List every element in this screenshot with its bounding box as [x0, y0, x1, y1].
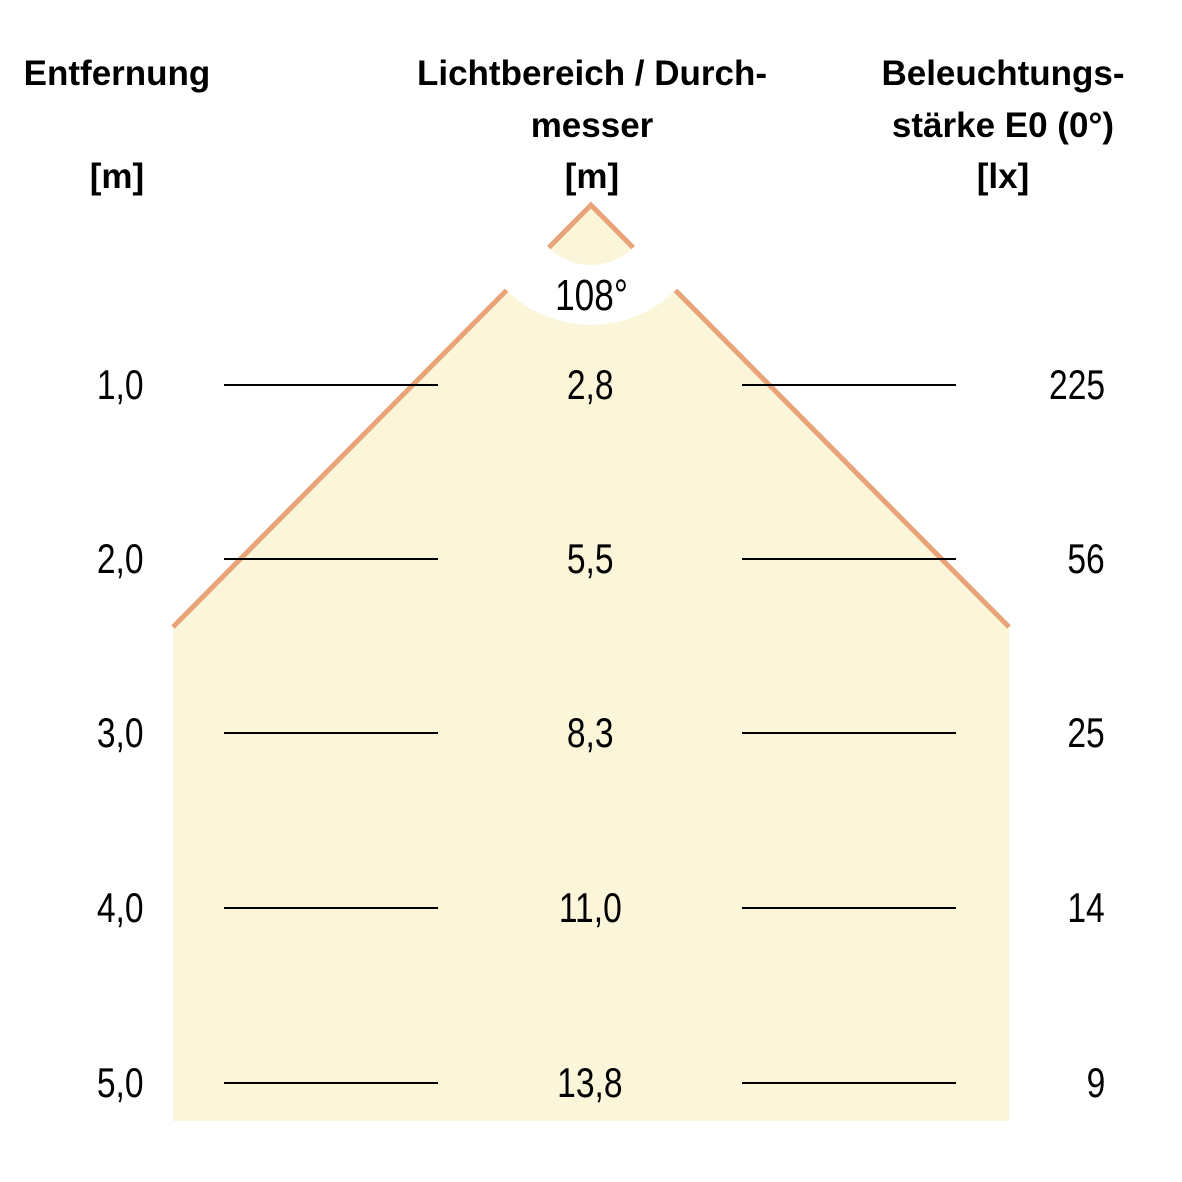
- beam-edge-left: [171, 288, 509, 629]
- beam-angle-value: 108°: [555, 271, 629, 320]
- table-row-5-illuminance: 9: [1086, 1059, 1105, 1106]
- table-row-3-diameter: 8,3: [566, 709, 614, 756]
- col-header-distance: Entfernung: [23, 54, 211, 93]
- col-header-illuminance-line1: Beleuchtungs-: [881, 54, 1125, 93]
- col-unit-illuminance: [lx]: [976, 157, 1030, 196]
- col-unit-diameter: [m]: [564, 157, 620, 196]
- table-row-1-illuminance: 225: [1048, 361, 1105, 408]
- table-row-1-diameter: 2,8: [566, 361, 614, 408]
- table-row-4-distance: 4,0: [96, 884, 144, 931]
- beam-edge-apex: [547, 201, 635, 250]
- table-row-5-distance: 5,0: [96, 1059, 144, 1106]
- table-row-5-diameter: 13,8: [557, 1059, 623, 1106]
- col-unit-distance: [m]: [89, 157, 145, 196]
- beam-edge-right: [673, 288, 1011, 629]
- table-row-2-distance: 2,0: [96, 535, 144, 582]
- col-header-illuminance-line2: stärke E0 (0°): [891, 106, 1115, 145]
- table-row-3-illuminance: 25: [1067, 709, 1105, 756]
- col-header-diameter-line1: Lichtbereich / Durch-: [416, 54, 768, 93]
- table-row-4-illuminance: 14: [1067, 884, 1105, 931]
- beam-cone-body: [173, 290, 1009, 1121]
- table-row-4-diameter: 11,0: [558, 884, 622, 931]
- table-row-2-diameter: 5,5: [566, 535, 614, 582]
- table-row-2-illuminance: 56: [1067, 535, 1105, 582]
- beam-cone-sector: [548, 205, 634, 265]
- beam-angle-label: 108°: [492, 271, 692, 321]
- table-row-3-distance: 3,0: [96, 709, 144, 756]
- table-row-1-distance: 1,0: [96, 361, 144, 408]
- col-header-diameter-line2: messer: [530, 106, 654, 145]
